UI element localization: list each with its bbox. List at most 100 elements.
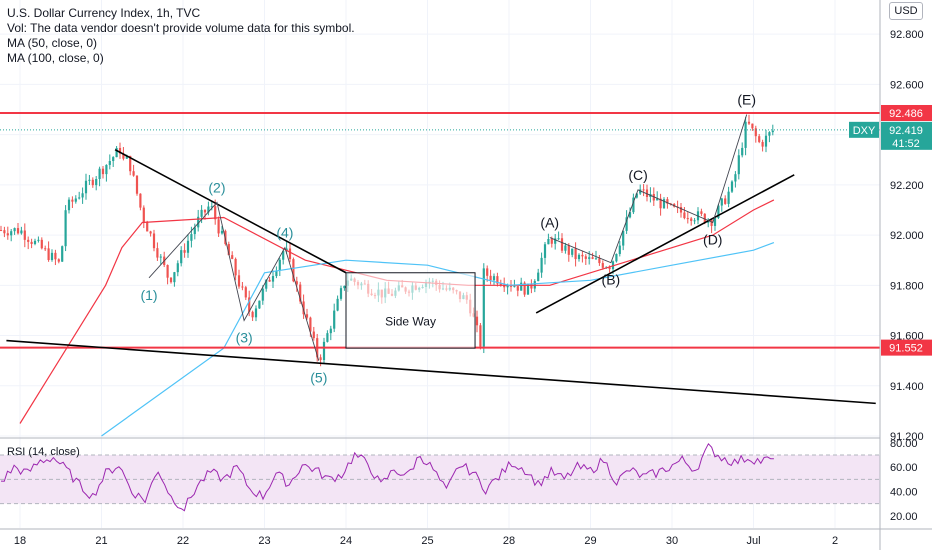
rsi-line: [0, 442, 774, 512]
candle-body: [299, 284, 302, 302]
candle-body: [275, 270, 278, 277]
candle-body: [724, 198, 727, 204]
candle-body: [0, 230, 3, 232]
candle-body: [112, 157, 115, 162]
abcde-wave-label: (B): [602, 272, 621, 288]
candle-body: [305, 314, 309, 318]
candle-body: [292, 259, 295, 282]
x-tick-label: 2: [832, 535, 838, 547]
candle-body: [234, 258, 237, 276]
candle-body: [37, 239, 40, 241]
candle-body: [758, 136, 761, 142]
abcde-wave-label: (E): [737, 92, 756, 108]
abcde-wave-label: (A): [540, 215, 559, 231]
candle-body: [210, 206, 213, 208]
candle-body: [142, 207, 145, 223]
y-tick-label: 91.800: [890, 280, 924, 292]
candle-body: [20, 230, 23, 234]
candle-body: [197, 216, 200, 228]
candle-body: [193, 227, 196, 235]
abcde-wave-label: (C): [628, 167, 647, 183]
symbol-title[interactable]: U.S. Dollar Currency Index, 1h, TVC: [7, 6, 201, 20]
candle-body: [33, 240, 37, 244]
candle-body: [489, 275, 492, 281]
candle-body: [159, 256, 162, 258]
candle-body: [557, 238, 560, 240]
candle-body: [186, 240, 190, 253]
candle-body: [203, 209, 207, 213]
candle-body: [122, 153, 125, 159]
trend-line: [535, 174, 795, 314]
rsi-legend[interactable]: RSI (14, close): [7, 446, 80, 458]
y-tick-label: 92.800: [890, 29, 924, 41]
level-price-tag: [881, 339, 932, 356]
candle-body: [135, 175, 139, 194]
candle-body: [564, 245, 567, 251]
candle-body: [703, 213, 706, 223]
candle-body: [67, 199, 71, 211]
candle-body: [156, 248, 159, 258]
candle-body: [591, 257, 594, 259]
drawings[interactable]: (1) (2) (3) (4) (5) (A) (B) (C) (D) (E) Side Way: [0, 92, 880, 405]
candle-body: [309, 317, 312, 332]
candle-body: [231, 255, 234, 259]
ma100-legend[interactable]: MA (100, close, 0): [7, 51, 104, 65]
x-tick-label: 21: [95, 535, 107, 547]
candle-body: [503, 284, 506, 288]
candle-body: [98, 168, 101, 180]
candle-body: [105, 164, 108, 175]
candle-body: [244, 287, 247, 298]
side-way-label: Side Way: [385, 315, 436, 329]
candle-body: [6, 233, 9, 236]
last-price-tag: [881, 121, 932, 150]
candle-body: [635, 193, 638, 198]
candle-body: [537, 272, 540, 282]
candle-body: [730, 181, 734, 192]
candle-body: [54, 252, 57, 260]
candle-body: [645, 189, 649, 197]
candle-body: [95, 179, 98, 186]
candle-body: [214, 206, 217, 220]
candle-body: [251, 311, 254, 318]
candle-body: [101, 168, 105, 175]
candle-body: [513, 286, 516, 288]
candle-body: [183, 250, 186, 253]
candle-body: [744, 121, 747, 148]
rsi-pane: [0, 442, 774, 512]
candle-body: [295, 281, 298, 285]
x-tick-label: 23: [258, 535, 270, 547]
candle-body: [506, 285, 509, 288]
rsi-tick-label: 40.00: [890, 487, 918, 499]
candle-body: [608, 267, 611, 270]
candle-body: [710, 220, 713, 226]
impulse-wave-label: (3): [236, 329, 253, 345]
candle-body: [741, 147, 744, 156]
candle-body: [343, 285, 346, 289]
candle-body: [622, 230, 625, 246]
candle-body: [761, 141, 764, 147]
candle-body: [129, 155, 132, 172]
candle-body: [333, 310, 336, 329]
ma50-legend[interactable]: MA (50, close, 0): [7, 36, 98, 50]
candle-body: [747, 121, 751, 124]
candle-body: [737, 155, 740, 175]
candle-body: [751, 123, 754, 129]
y-tick-label: 91.600: [890, 331, 924, 343]
candle-body: [717, 205, 720, 218]
candle-body: [509, 285, 513, 287]
candle-body: [146, 222, 149, 232]
candle-body: [169, 277, 173, 283]
candle-body: [642, 189, 645, 191]
candle-body: [496, 276, 499, 284]
currency-badge[interactable]: USD: [889, 2, 923, 20]
candle-body: [118, 147, 122, 154]
candle-body: [81, 193, 84, 198]
candle-body: [47, 248, 50, 261]
candle-body: [492, 276, 496, 281]
rsi-tick-label: 80.00: [890, 438, 918, 450]
volume-note: Vol: The data vendor doesn't provide vol…: [7, 21, 355, 35]
candle-body: [125, 155, 128, 159]
